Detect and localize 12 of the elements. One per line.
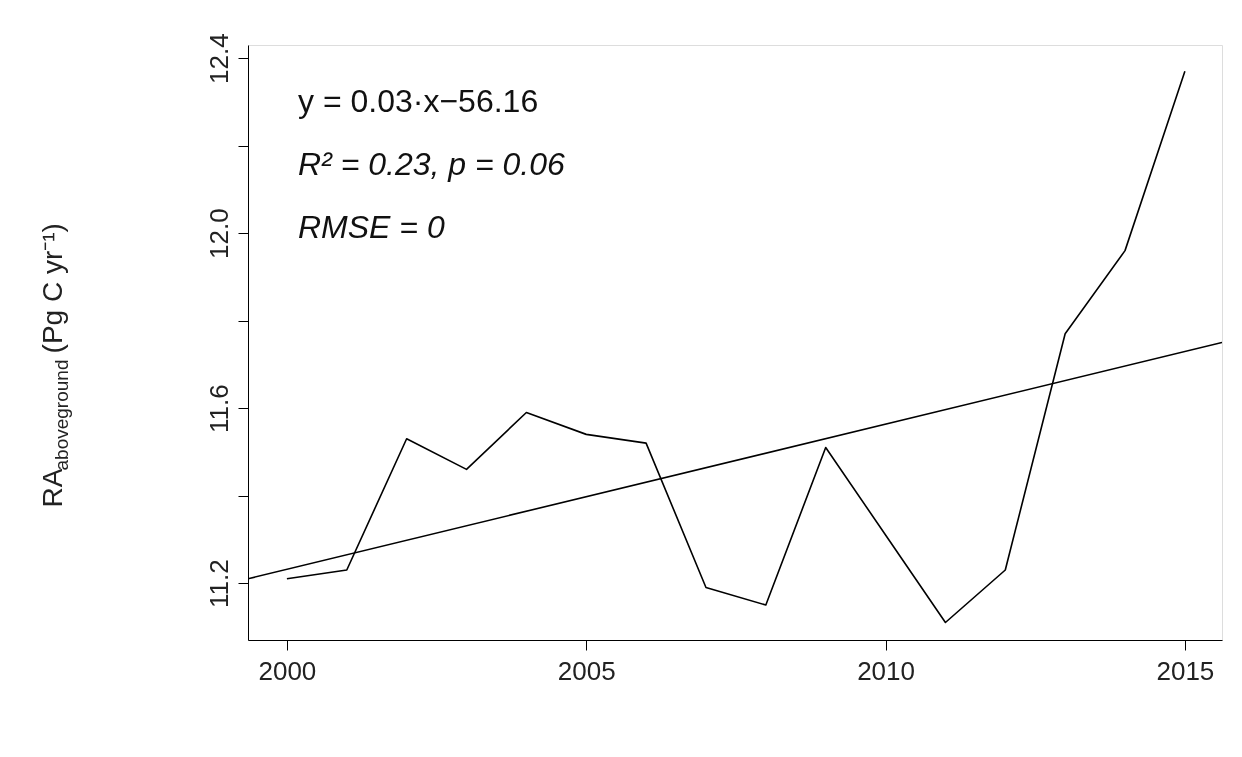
y-tick-label: 11.2 bbox=[203, 559, 234, 608]
x-tick-label: 2015 bbox=[1156, 655, 1215, 686]
x-tick-label: 2010 bbox=[857, 655, 915, 686]
y-tick-label: 11.6 bbox=[203, 384, 234, 433]
annotation: R² = 0.23, p = 0.06 bbox=[298, 146, 566, 182]
x-tick-label: 2005 bbox=[557, 655, 616, 686]
y-axis-title: RAaboveground (Pg C yr⁻¹) bbox=[37, 223, 72, 508]
y-tick-label: 12.0 bbox=[203, 208, 234, 259]
x-tick-label: 2000 bbox=[258, 655, 317, 686]
y-tick-label: 12.4 bbox=[203, 33, 234, 84]
annotation: y = 0.03·x−56.16 bbox=[298, 83, 539, 119]
annotation: RMSE = 0 bbox=[298, 209, 445, 245]
